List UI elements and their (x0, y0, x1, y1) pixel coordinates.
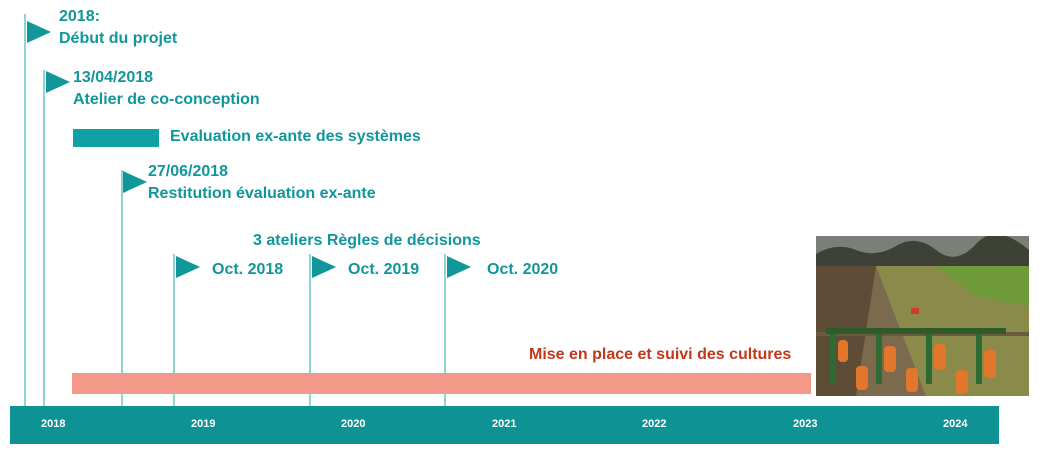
milestone-start-date: 2018: (59, 8, 100, 25)
year-tick-2024: 2024 (943, 418, 968, 430)
crops-label: Mise en place et suivi des cultures (529, 346, 792, 363)
milestone-restitution-date: 27/06/2018 (148, 163, 229, 180)
flag-oct-2018-icon (176, 256, 200, 278)
guide-line-oct-2018 (173, 254, 175, 406)
session-oct-2020: Oct. 2020 (487, 261, 559, 278)
flag-restitution-icon (123, 171, 147, 193)
guide-line-oct-2019 (309, 254, 311, 406)
session-oct-2018: Oct. 2018 (212, 261, 284, 278)
milestone-workshop-date: 13/04/2018 (73, 69, 154, 86)
year-tick-2018: 2018 (41, 418, 66, 430)
year-tick-2020: 2020 (341, 418, 366, 430)
guide-line-restitution (121, 170, 123, 406)
year-tick-2022: 2022 (642, 418, 667, 430)
year-axis: 2018 2019 2020 2021 2022 2023 2024 (10, 406, 999, 444)
evaluation-bar (73, 129, 159, 147)
guide-line-workshop (43, 70, 45, 406)
flag-oct-2019-icon (312, 256, 336, 278)
guide-line-start (24, 14, 26, 406)
year-tick-2019: 2019 (191, 418, 216, 430)
guide-line-oct-2020 (444, 254, 446, 406)
year-tick-2021: 2021 (492, 418, 517, 430)
decision-rules-title: 3 ateliers Règles de décisions (253, 232, 481, 249)
milestone-restitution-label: Restitution évaluation ex-ante (148, 185, 376, 202)
flag-oct-2020-icon (447, 256, 471, 278)
year-tick-2023: 2023 (793, 418, 818, 430)
session-oct-2019: Oct. 2019 (348, 261, 420, 278)
crops-bar (72, 373, 811, 394)
flag-workshop-icon (46, 71, 70, 93)
evaluation-label: Evaluation ex-ante des systèmes (170, 128, 421, 145)
flag-start-icon (27, 21, 51, 43)
field-cultivator-photo (816, 236, 1029, 396)
milestone-start-label: Début du projet (59, 30, 178, 47)
milestone-workshop-label: Atelier de co-conception (73, 91, 260, 108)
